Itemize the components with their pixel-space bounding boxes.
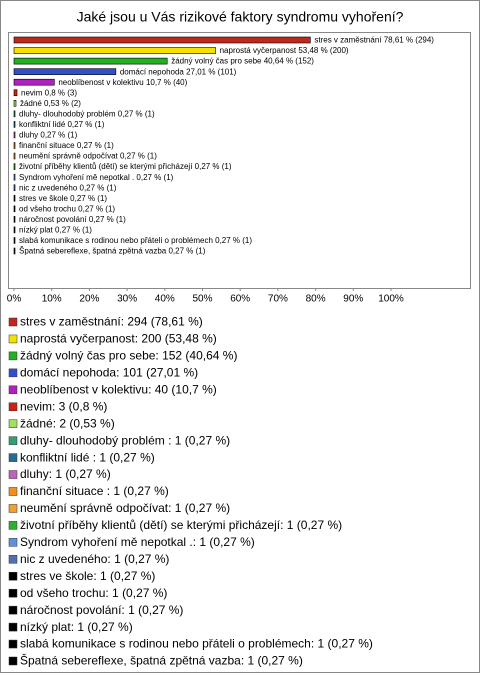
bar — [13, 216, 16, 223]
bar — [13, 226, 16, 234]
legend-label: nevim: 3 (0,8 %) — [20, 399, 107, 413]
legend-swatch — [8, 317, 18, 327]
legend-swatch — [8, 334, 18, 344]
bar — [13, 131, 16, 139]
legend-label: neumění správně odpočívat: 1 (0,27 %) — [20, 501, 230, 515]
bar-label: žádný volný čas pro sebe 40,64 % (152) — [171, 57, 314, 66]
bar — [13, 57, 168, 65]
bar-label: dluhy 0,27 % (1) — [19, 131, 78, 140]
bar-label: nic z uvedeného 0,27 % (1) — [19, 183, 117, 192]
x-tick-label: 100% — [378, 294, 404, 305]
legend-label: životní příběhy klientů (dětí) se kterým… — [20, 518, 342, 532]
legend-label: naprostá vyčerpanost: 200 (53,48 %) — [20, 332, 217, 346]
x-tick-label: 50% — [192, 294, 212, 305]
bar-label: finanční situace 0,27 % (1) — [19, 141, 114, 150]
bar — [13, 173, 16, 181]
bar — [13, 36, 311, 44]
legend-label: konfliktní lidé : 1 (0,27 %) — [20, 450, 155, 464]
legend-swatch — [8, 470, 18, 479]
bar — [13, 47, 216, 54]
legend-swatch — [8, 538, 18, 547]
bar — [13, 110, 16, 118]
legend-label: od všeho trochu: 1 (0,27 %) — [20, 586, 167, 600]
bar-label: dluhy- dlouhodobý problém 0,27 % (1) — [19, 109, 155, 118]
legend-swatch — [8, 572, 18, 581]
bar — [13, 237, 16, 244]
bar-label: domácí nepohoda 27,01 % (101) — [120, 67, 237, 76]
legend-label: slabá komunikace s rodinou nebo přáteli … — [20, 637, 373, 651]
bar — [13, 184, 16, 191]
x-tick-label: 40% — [155, 294, 175, 305]
bar-label: nízký plat 0,27 % (1) — [19, 226, 92, 235]
chart-title: Jaké jsou u Vás rizikové faktory syndrom… — [77, 9, 404, 25]
legend-label: Syndrom vyhoření mě nepotkal .: 1 (0,27 … — [20, 535, 255, 549]
bar — [13, 100, 17, 107]
bar — [13, 163, 16, 170]
legend-swatch — [8, 521, 18, 530]
legend-swatch — [8, 453, 18, 462]
bar-label: Syndrom vyhoření mě nepotkal . 0,27 % (1… — [19, 173, 174, 182]
x-tick-label: 80% — [306, 294, 326, 305]
bar — [13, 152, 16, 160]
bar — [13, 142, 16, 149]
legend-label: domácí nepohoda: 101 (27,01 %) — [20, 366, 198, 380]
bar-label: naprostá vyčerpanost 53,48 % (200) — [220, 46, 349, 55]
x-tick-label: 0% — [7, 294, 22, 305]
legend-swatch — [8, 504, 18, 513]
bar-label: žádné 0,53 % (2) — [20, 99, 81, 108]
legend-label: stres ve škole: 1 (0,27 %) — [20, 569, 155, 583]
bar — [13, 121, 16, 128]
bar-label: životní příběhy klientů (dětí) se kterým… — [19, 162, 232, 171]
legend-swatch — [8, 555, 18, 564]
legend-swatch — [8, 588, 18, 598]
legend-swatch — [8, 656, 18, 666]
bar — [13, 68, 117, 75]
x-tick-label: 70% — [268, 294, 288, 305]
legend-swatch — [8, 368, 18, 378]
legend-swatch — [8, 402, 18, 411]
bar — [13, 194, 16, 202]
legend-label: stres v zaměstnání: 294 (78,61 %) — [20, 315, 203, 329]
bar-label: stres v zaměstnání 78,61 % (294) — [314, 36, 434, 45]
bar — [13, 247, 16, 255]
legend-label: finanční situace : 1 (0,27 %) — [20, 484, 169, 498]
legend-label: neoblíbenost v kolektivu: 40 (10,7 %) — [20, 382, 217, 396]
bar-label: nevim 0,8 % (3) — [21, 88, 77, 97]
bar-label: neumění správně odpočívat 0,27 % (1) — [19, 152, 157, 161]
x-tick-label: 20% — [79, 294, 99, 305]
bar — [13, 78, 55, 86]
legend-label: Špatná sebereflexe, špatná zpětná vazba:… — [20, 653, 303, 668]
legend-swatch — [8, 351, 18, 361]
bar-label: konfliktní lidé 0,27 % (1) — [19, 120, 105, 129]
legend-swatch — [8, 605, 18, 615]
plot-area — [8, 32, 471, 289]
bar-label: stres ve škole 0,27 % (1) — [19, 194, 107, 203]
x-tick-label: 90% — [343, 294, 363, 305]
x-tick-label: 30% — [117, 294, 137, 305]
bar-label: Špatná sebereflexe, špatná zpětná vazba … — [19, 247, 206, 256]
bar — [13, 205, 16, 213]
bar-label: slabá komunikace s rodinou nebo přáteli … — [19, 236, 252, 245]
legend-label: nic z uvedeného: 1 (0,27 %) — [20, 552, 169, 566]
legend-swatch — [8, 487, 18, 496]
x-tick-label: 10% — [42, 294, 62, 305]
legend-swatch — [8, 385, 18, 395]
bar-label: od všeho trochu 0,27 % (1) — [19, 204, 115, 213]
bar — [13, 89, 18, 97]
legend-label: dluhy- dlouhodobý problém : 1 (0,27 %) — [20, 433, 230, 447]
legend-swatch — [8, 639, 18, 649]
bar-label: náročnost povolání 0,27 % (1) — [19, 215, 126, 224]
legend-label: žádný volný čas pro sebe: 152 (40,64 %) — [20, 349, 237, 363]
legend-label: dluhy: 1 (0,27 %) — [20, 467, 111, 481]
legend-swatch — [8, 436, 18, 445]
legend-label: nízký plat: 1 (0,27 %) — [20, 620, 133, 634]
x-tick-label: 60% — [230, 294, 250, 305]
legend-swatch — [8, 622, 18, 632]
legend-label: žádné: 2 (0,53 %) — [20, 416, 115, 430]
bar-label: neoblíbenost v kolektivu 10,7 % (40) — [58, 78, 187, 87]
legend-label: náročnost povolání: 1 (0,27 %) — [20, 603, 183, 617]
legend-swatch — [8, 419, 18, 428]
